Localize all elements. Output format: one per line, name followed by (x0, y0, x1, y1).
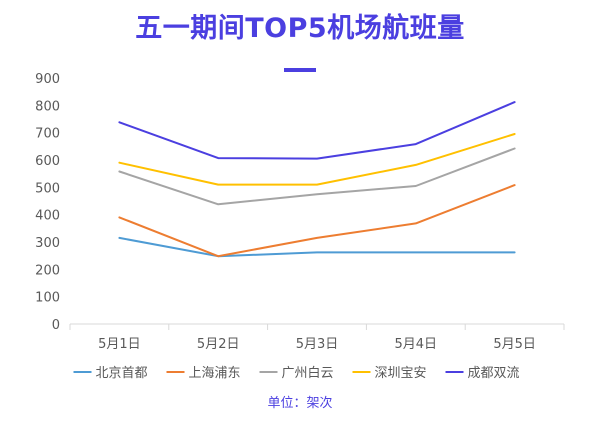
chart-title: 五一期间TOP5机场航班量 (135, 13, 465, 44)
legend-label: 深圳宝安 (375, 366, 427, 381)
y-tick-label: 400 (35, 209, 60, 224)
legend-label: 广州白云 (282, 365, 334, 381)
x-tick-label: 5月5日 (493, 337, 536, 352)
series-lines (118, 101, 516, 258)
y-tick-label: 300 (35, 236, 60, 251)
legend-label: 北京首都 (96, 366, 148, 381)
y-tick-label: 900 (35, 72, 60, 87)
series-line-上海浦东 (118, 184, 516, 258)
axes: 0 100 200 300 400 500 600 700 800 900 5月1日 5月2日 5月3日… (35, 72, 565, 352)
unit-note: 单位：架次 (267, 396, 333, 411)
y-tick-label: 200 (35, 263, 60, 278)
y-tick-label: 700 (35, 127, 60, 142)
series-line-成都双流 (118, 101, 516, 160)
legend-label: 成都双流 (468, 366, 520, 381)
y-tick-label: 0 (52, 318, 60, 333)
series-line-北京首都 (118, 236, 516, 258)
y-tick-label: 600 (35, 154, 60, 169)
title-underline (284, 68, 316, 72)
y-tick-label: 800 (35, 99, 60, 114)
x-tick-label: 5月4日 (395, 337, 438, 352)
x-tick-label: 5月2日 (197, 337, 240, 352)
legend-label: 上海浦东 (189, 366, 241, 381)
series-line-深圳宝安 (118, 133, 516, 186)
x-tick-label: 5月3日 (296, 337, 339, 352)
y-tick-label: 100 (35, 291, 60, 306)
y-tick-label: 500 (35, 181, 60, 196)
x-tick-label: 5月1日 (98, 337, 141, 352)
legend: 北京首都 上海浦东 广州白云 深圳宝安 成都双流 (73, 365, 520, 381)
series-line-广州白云 (118, 147, 516, 206)
